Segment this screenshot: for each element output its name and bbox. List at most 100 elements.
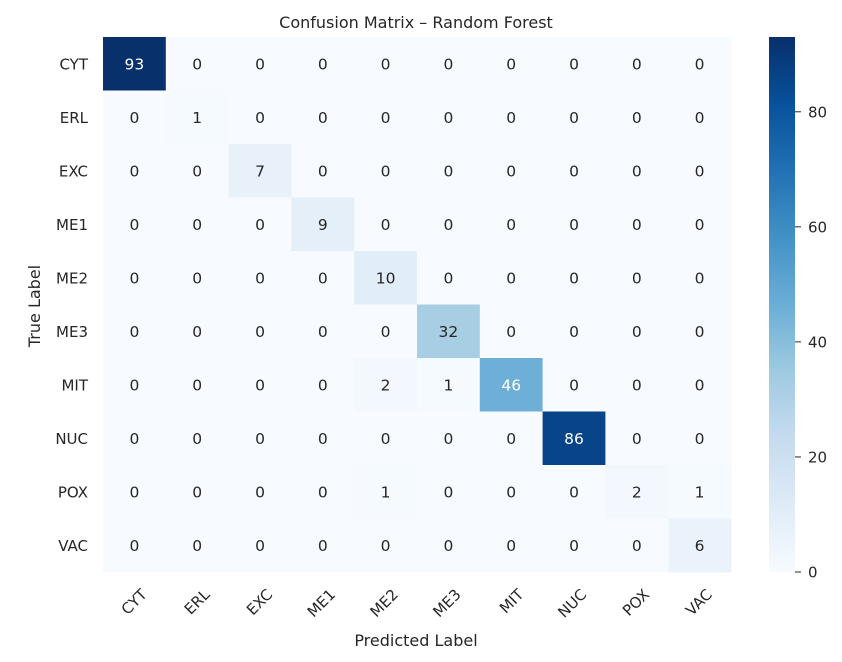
cell-value-label: 0 [695, 109, 705, 127]
cell-value-label: 0 [255, 55, 265, 73]
heatmap-cell [103, 37, 167, 91]
heatmap-cell [354, 251, 418, 305]
heatmap-cell [668, 144, 732, 198]
cell-value-label: 0 [129, 162, 139, 180]
cell-value-label: 0 [129, 483, 139, 501]
heatmap-cell [291, 518, 355, 573]
chart-title: Confusion Matrix – Random Forest [279, 13, 553, 32]
cell-value-label: 0 [192, 162, 202, 180]
cell-value-label: 0 [569, 216, 579, 234]
y-tick-label: ME1 [56, 216, 88, 234]
cell-value-label: 0 [255, 483, 265, 501]
cell-value-label: 0 [506, 483, 516, 501]
heatmap-cell [165, 518, 230, 573]
heatmap-cell [479, 144, 544, 198]
cell-value-label: 0 [318, 162, 328, 180]
x-tick-label: CYT [118, 585, 151, 618]
cell-value-label: 0 [695, 430, 705, 448]
heatmap-cells: 93 0 0 0 0 0 0 0 0 00 1 0 0 0 0 0 0 0 00 0 7 0 0 0 0 0 0 00 0 0 9 0 0 0 0 0… [103, 37, 732, 573]
cell-value-label: 0 [381, 537, 391, 555]
cell-value-label: 0 [569, 483, 579, 501]
heatmap-cell [542, 411, 606, 466]
cell-value-label: 0 [443, 109, 453, 127]
cell-value-label: 0 [569, 269, 579, 287]
x-tick-label: EXC [243, 586, 276, 619]
cell-value-label: 0 [381, 109, 391, 127]
cell-value-label: 6 [695, 537, 705, 555]
heatmap-cell [165, 37, 230, 91]
colorbar [769, 37, 795, 572]
cell-value-label: 1 [192, 109, 202, 127]
cell-value-label: 0 [255, 376, 265, 394]
x-tick-label: POX [619, 586, 653, 620]
cell-value-label: 0 [255, 216, 265, 234]
cell-value-label: 0 [443, 537, 453, 555]
cell-value-label: 0 [192, 269, 202, 287]
heatmap-cell [228, 37, 292, 91]
heatmap-cell [228, 465, 292, 519]
heatmap-cell [417, 518, 481, 573]
cell-value-label: 0 [318, 323, 328, 341]
cell-value-label: 0 [129, 323, 139, 341]
cell-value-label: 1 [381, 483, 391, 501]
cell-value-label: 0 [318, 109, 328, 127]
cell-value-label: 0 [192, 537, 202, 555]
cell-value-label: 0 [569, 323, 579, 341]
cell-value-label: 0 [695, 162, 705, 180]
heatmap-cell [417, 144, 481, 198]
cell-value-label: 0 [443, 483, 453, 501]
heatmap-cell [668, 518, 732, 573]
heatmap-cell [417, 411, 481, 466]
cell-value-label: 0 [192, 430, 202, 448]
heatmap-cell [291, 358, 355, 412]
x-tick-label: ME1 [304, 586, 339, 621]
heatmap-cell [354, 465, 418, 519]
cell-value-label: 0 [632, 109, 642, 127]
cell-value-label: 0 [506, 55, 516, 73]
cell-value-label: 0 [255, 109, 265, 127]
heatmap-cell [291, 251, 355, 305]
cell-value-label: 0 [443, 216, 453, 234]
heatmap-cell [291, 144, 355, 198]
heatmap-cell [165, 197, 230, 252]
heatmap-cell [605, 251, 669, 305]
heatmap-cell [605, 304, 669, 359]
y-tick-label: ME3 [56, 323, 88, 341]
heatmap-cell [165, 251, 230, 305]
heatmap-cell [417, 37, 481, 91]
x-axis-label: Predicted Label [354, 631, 477, 650]
heatmap-cell [103, 358, 167, 412]
cell-value-label: 1 [695, 483, 705, 501]
y-tick-label: NUC [55, 430, 88, 448]
heatmap-cell [605, 90, 669, 145]
heatmap-cell [542, 518, 606, 573]
heatmap-cell [479, 411, 544, 466]
heatmap-cell [103, 90, 167, 145]
heatmap-cell [103, 304, 167, 359]
cell-value-label: 0 [632, 55, 642, 73]
cell-value-label: 93 [125, 55, 145, 73]
cell-value-label: 2 [632, 483, 642, 501]
heatmap-cell [291, 411, 355, 466]
heatmap-cell [605, 37, 669, 91]
cell-value-label: 0 [318, 269, 328, 287]
cell-value-label: 0 [129, 269, 139, 287]
heatmap-cell [354, 358, 418, 412]
colorbar-ticks: 0 20 40 60 80 [795, 103, 827, 582]
heatmap-cell [542, 251, 606, 305]
heatmap-cell [228, 518, 292, 573]
cell-value-label: 0 [569, 376, 579, 394]
cell-value-label: 0 [318, 376, 328, 394]
heatmap-cell [354, 197, 418, 252]
heatmap-cell [291, 304, 355, 359]
heatmap-cell [165, 411, 230, 466]
y-tick-label: VAC [58, 537, 88, 555]
heatmap-cell [668, 411, 732, 466]
heatmap-cell [417, 358, 481, 412]
heatmap-cell [605, 465, 669, 519]
colorbar-tick-label: 80 [808, 103, 827, 121]
cell-value-label: 0 [255, 537, 265, 555]
heatmap-cell [103, 197, 167, 252]
heatmap-cell [605, 358, 669, 412]
cell-value-label: 0 [381, 55, 391, 73]
